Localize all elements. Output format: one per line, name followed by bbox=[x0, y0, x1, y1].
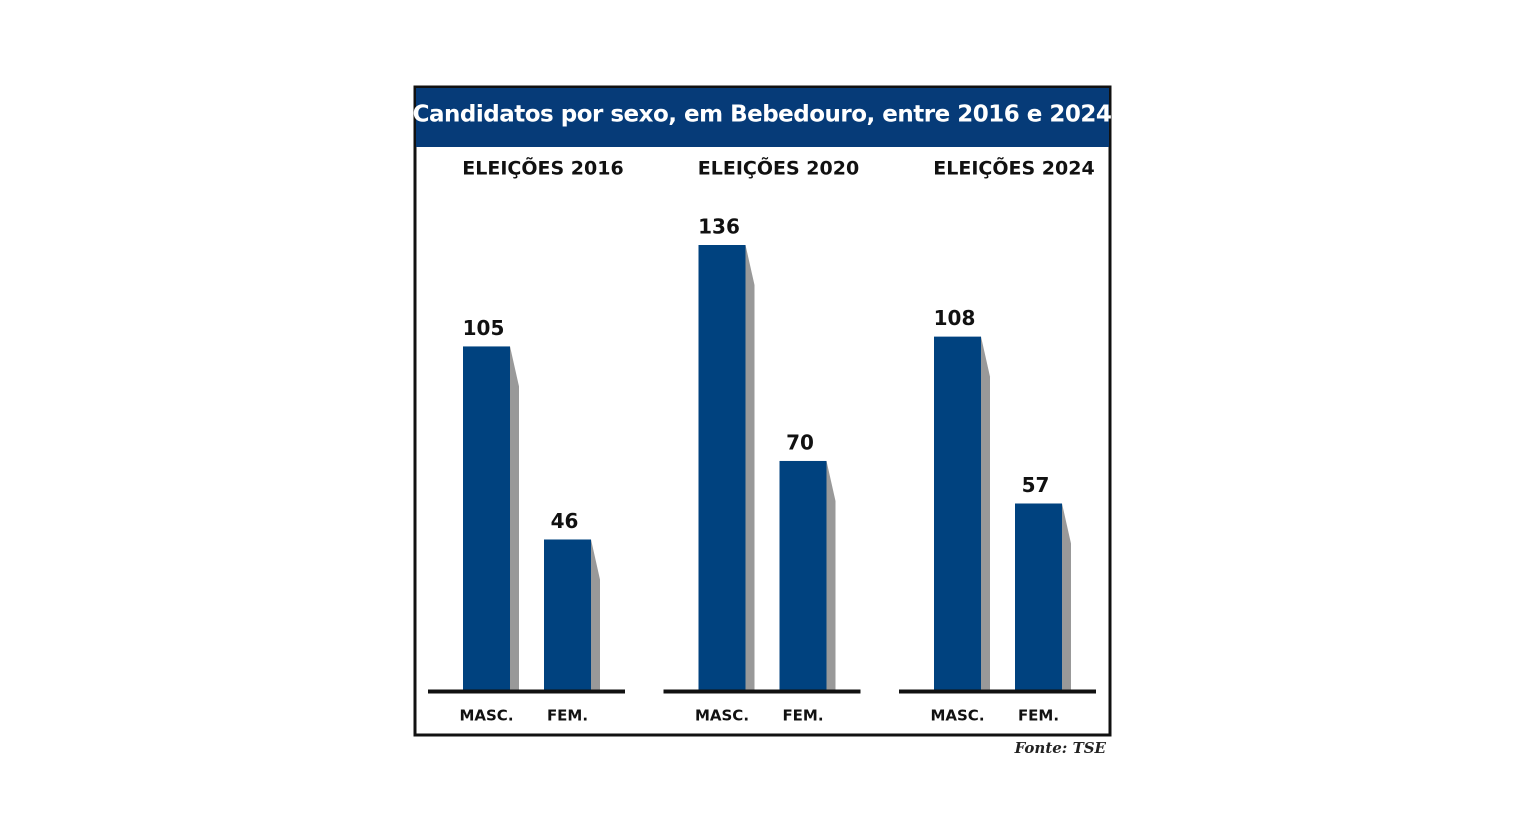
frame bbox=[413, 85, 1112, 737]
value-label: 105 bbox=[463, 316, 505, 340]
bar bbox=[934, 336, 981, 690]
value-label: 136 bbox=[698, 215, 740, 239]
bar-shadow bbox=[826, 460, 836, 690]
value-label: 108 bbox=[934, 306, 976, 330]
x-tick-label: FEM. bbox=[1018, 707, 1059, 725]
bar bbox=[1015, 503, 1062, 690]
bar-shadow bbox=[981, 336, 990, 690]
header-band bbox=[416, 88, 1109, 147]
x-tick-label: FEM. bbox=[782, 707, 823, 725]
bar-shadow bbox=[591, 539, 600, 690]
x-tick-label: MASC. bbox=[459, 707, 513, 725]
panel-title: ELEIÇÕES 2024 bbox=[933, 156, 1094, 180]
bar-shadow bbox=[510, 346, 519, 690]
value-label: 70 bbox=[786, 430, 814, 454]
panel-title: ELEIÇÕES 2020 bbox=[698, 156, 859, 180]
x-tick-label: MASC. bbox=[695, 707, 749, 725]
bar bbox=[779, 460, 827, 690]
bar-shadow bbox=[1062, 503, 1071, 690]
panel-title: ELEIÇÕES 2016 bbox=[462, 156, 623, 180]
source: Fonte: TSE bbox=[1014, 739, 1107, 757]
bar-shadow bbox=[745, 245, 755, 690]
bar bbox=[698, 245, 746, 690]
value-label: 46 bbox=[551, 509, 579, 533]
x-tick-label: FEM. bbox=[547, 707, 588, 725]
value-label: 57 bbox=[1022, 473, 1050, 497]
bar bbox=[463, 346, 510, 690]
x-tick-label: MASC. bbox=[930, 707, 984, 725]
chart-title: Candidatos por sexo, em Bebedouro, entre… bbox=[413, 102, 1112, 128]
bar bbox=[544, 539, 591, 690]
